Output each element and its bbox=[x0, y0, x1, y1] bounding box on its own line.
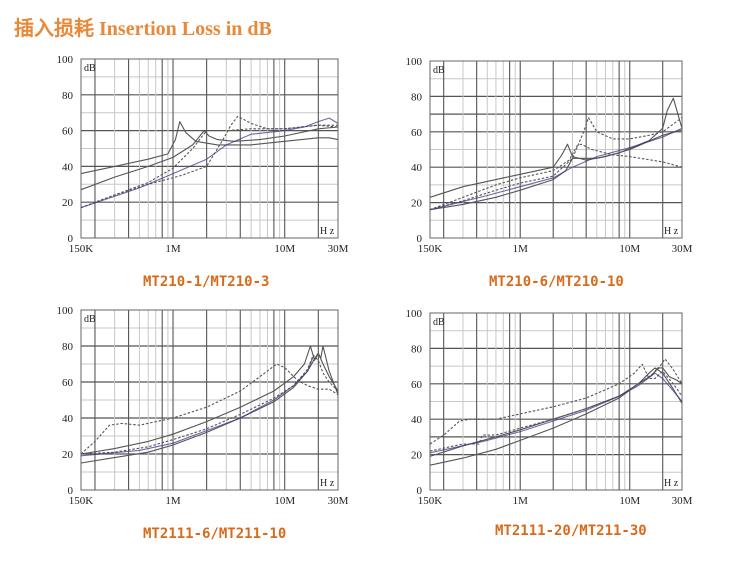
y-tick-label: 40 bbox=[62, 161, 74, 173]
series-curve-3 bbox=[429, 367, 683, 457]
y-tick-label: 0 bbox=[417, 485, 423, 497]
x-tick-label: 150K bbox=[418, 243, 443, 255]
series-curve-1 bbox=[429, 129, 683, 198]
y-tick-label: 80 bbox=[62, 341, 74, 353]
series-curve-3 bbox=[80, 124, 339, 209]
y-unit-label: dB bbox=[433, 65, 445, 76]
y-tick-label: 0 bbox=[68, 485, 74, 497]
series-curve-1 bbox=[80, 121, 339, 175]
y-unit-label: dB bbox=[84, 314, 96, 325]
y-tick-label: 40 bbox=[411, 162, 423, 174]
y-tick-label: 40 bbox=[411, 414, 423, 426]
plot-frame bbox=[429, 60, 683, 239]
y-tick-label: 100 bbox=[57, 305, 74, 317]
x-unit-label: H z bbox=[320, 226, 335, 237]
x-unit-label: H z bbox=[664, 478, 679, 489]
series-curve-4 bbox=[429, 143, 683, 211]
y-tick-label: 80 bbox=[411, 91, 423, 103]
y-tick-label: 60 bbox=[62, 377, 74, 389]
chart-caption-3: MT2111-6/MT211-10 bbox=[143, 526, 287, 542]
x-tick-label: 10M bbox=[619, 243, 640, 255]
plot-frame bbox=[80, 309, 339, 491]
x-tick-label: 30M bbox=[672, 243, 693, 255]
series-curve-3 bbox=[80, 345, 339, 464]
series-curve-2 bbox=[80, 345, 339, 455]
x-unit-label: H z bbox=[320, 478, 335, 489]
series-curve-5 bbox=[429, 127, 683, 211]
y-tick-label: 60 bbox=[411, 379, 423, 391]
y-tick-label: 20 bbox=[411, 450, 423, 462]
y-tick-label: 0 bbox=[68, 233, 74, 245]
x-tick-label: 150K bbox=[69, 243, 94, 255]
series-curve-2 bbox=[80, 126, 339, 191]
y-tick-label: 60 bbox=[411, 127, 423, 139]
x-tick-label: 30M bbox=[328, 495, 349, 507]
series-curve-4 bbox=[429, 358, 683, 452]
plot-frame bbox=[80, 58, 339, 239]
chart-mt210-6-mt210-10: dB H z 0 20 40 60 80 100 150K 1M 10M 30M bbox=[406, 56, 693, 255]
y-unit-label: dB bbox=[84, 63, 96, 74]
chart-mt210-1-mt210-3: dB H z 0 20 40 60 80 100 150K 1M 10M 30M bbox=[57, 54, 349, 255]
x-unit-label: H z bbox=[664, 226, 679, 237]
series-curve-1 bbox=[429, 363, 683, 445]
y-tick-label: 80 bbox=[411, 343, 423, 355]
x-tick-label: 10M bbox=[619, 495, 640, 507]
x-tick-label: 10M bbox=[274, 495, 295, 507]
y-unit-label: dB bbox=[433, 317, 445, 328]
series-curve-3 bbox=[429, 117, 683, 211]
y-tick-label: 100 bbox=[406, 56, 423, 68]
x-tick-label: 10M bbox=[274, 243, 295, 255]
x-tick-label: 30M bbox=[672, 495, 693, 507]
chart-caption-4: MT2111-20/MT211-30 bbox=[495, 523, 647, 539]
series-curve-1 bbox=[80, 363, 339, 455]
y-tick-label: 60 bbox=[62, 126, 74, 138]
series-curve-4 bbox=[80, 115, 338, 209]
series-curve-5 bbox=[80, 356, 314, 457]
y-tick-label: 20 bbox=[411, 198, 423, 210]
x-tick-label: 150K bbox=[69, 495, 94, 507]
chart-mt2111-6-mt211-10: dB H z 0 20 40 60 80 100 150K 1M 10M 30M bbox=[57, 305, 349, 507]
series-curve-5 bbox=[429, 372, 683, 454]
x-tick-label: 1M bbox=[513, 495, 529, 507]
y-tick-label: 100 bbox=[406, 308, 423, 320]
y-tick-label: 40 bbox=[62, 413, 74, 425]
chart-mt2111-20-mt211-30: dB H z 0 20 40 60 80 100 150K 1M 10M 30M bbox=[406, 308, 693, 507]
x-tick-label: 1M bbox=[165, 243, 181, 255]
series-curve-2 bbox=[429, 367, 683, 466]
y-tick-label: 80 bbox=[62, 90, 74, 102]
y-tick-label: 100 bbox=[57, 54, 74, 66]
y-tick-label: 20 bbox=[62, 197, 74, 209]
x-tick-label: 1M bbox=[165, 495, 181, 507]
series-curve-5 bbox=[80, 117, 339, 209]
y-tick-label: 20 bbox=[62, 449, 74, 461]
x-tick-label: 1M bbox=[513, 243, 529, 255]
chart-caption-2: MT210-6/MT210-10 bbox=[489, 274, 624, 290]
page-title: 插入损耗 Insertion Loss in dB bbox=[14, 18, 272, 40]
x-tick-label: 30M bbox=[328, 243, 349, 255]
series-curve-4 bbox=[80, 354, 339, 455]
x-tick-label: 150K bbox=[418, 495, 443, 507]
chart-caption-1: MT210-1/MT210-3 bbox=[143, 274, 270, 290]
series-curve-2 bbox=[429, 97, 683, 211]
y-tick-label: 0 bbox=[417, 233, 423, 245]
